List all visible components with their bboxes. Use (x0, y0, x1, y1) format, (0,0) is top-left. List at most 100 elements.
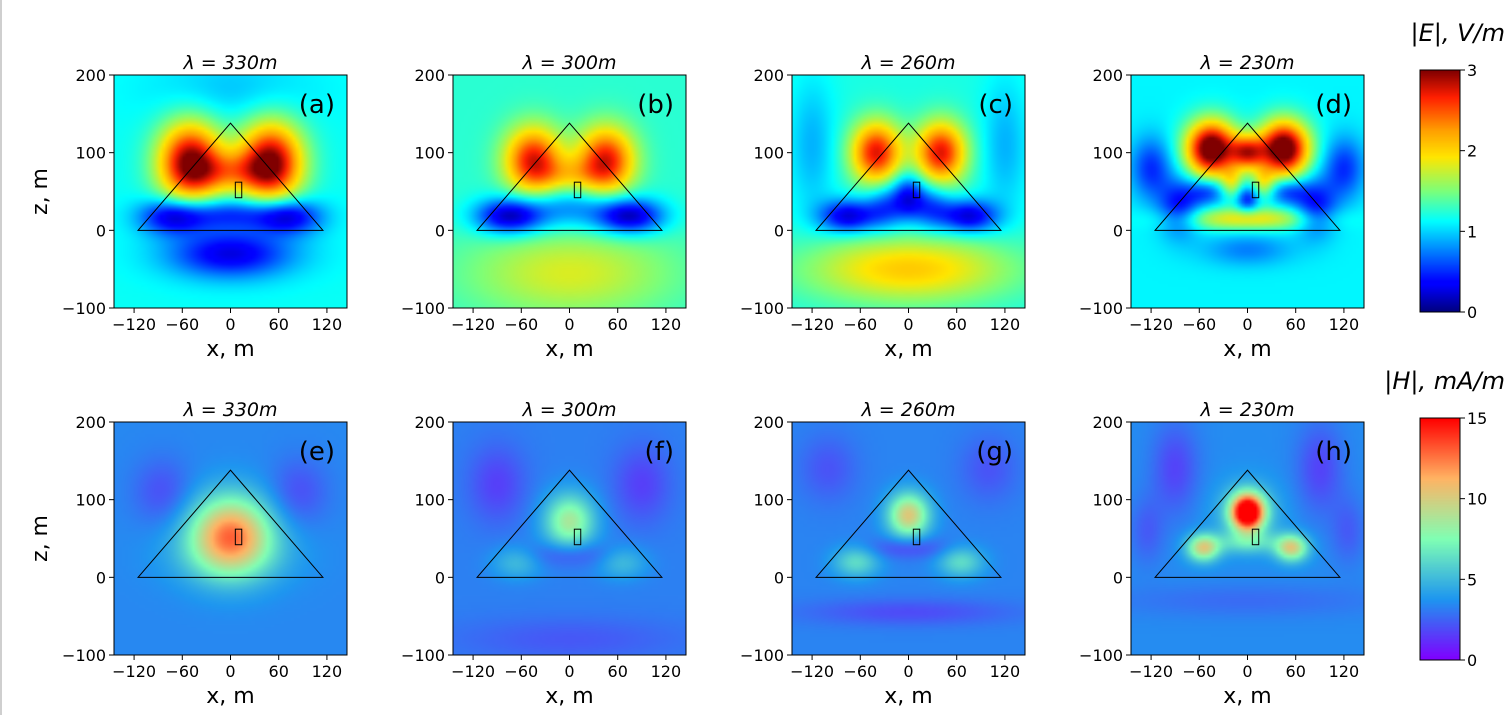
x-tick-label: −60 (504, 315, 538, 334)
heatmap-image (792, 422, 1025, 655)
chamber-box (912, 528, 921, 546)
x-tick-label: −120 (451, 315, 495, 334)
x-axis-label: x, m (1223, 337, 1271, 362)
y-axis-label: z, m (28, 168, 53, 215)
panel-label: (b) (637, 90, 674, 120)
x-tick-label: 0 (564, 315, 574, 334)
colorbar-tick-label: 10 (1467, 490, 1487, 509)
y-tick-label: 200 (753, 66, 784, 85)
pyramid-outline (815, 122, 1002, 231)
x-tick-label: 60 (947, 662, 967, 681)
y-tick-label: 0 (435, 568, 445, 587)
y-tick-label: 200 (1092, 413, 1123, 432)
heatmap-image (1131, 422, 1364, 655)
y-tick-label: −100 (740, 299, 784, 318)
x-tick-label: 0 (1242, 662, 1252, 681)
y-tick-label: 100 (75, 144, 106, 163)
x-tick-label: 60 (269, 662, 289, 681)
x-axis-label: x, m (206, 684, 254, 709)
x-tick-label: 120 (651, 662, 682, 681)
y-tick-label: 100 (414, 144, 445, 163)
panel-title: λ = 230m (1199, 399, 1294, 421)
y-tick-label: −100 (740, 646, 784, 665)
y-tick-label: −100 (1079, 299, 1123, 318)
x-tick-label: 0 (225, 662, 235, 681)
x-tick-label: 60 (947, 315, 967, 334)
panel-title: λ = 260m (860, 399, 955, 421)
y-tick-label: 200 (414, 413, 445, 432)
heatmap-image (114, 422, 347, 655)
y-tick-label: 0 (96, 221, 106, 240)
x-tick-label: −120 (790, 315, 834, 334)
x-axis-label: x, m (545, 684, 593, 709)
colorbar-title: |E|, V/m (1411, 19, 1505, 47)
y-tick-label: 0 (1113, 221, 1123, 240)
y-tick-label: 100 (753, 144, 784, 163)
panel-e: −120 −60 0 60 120 −100 0 100 200 λ = 330m (e) x, m z… (28, 399, 348, 709)
pyramid-outline (476, 122, 663, 231)
pyramid-outline (137, 469, 324, 578)
chamber-box (234, 181, 243, 199)
y-tick-label: 0 (774, 221, 784, 240)
x-tick-label: −60 (165, 315, 199, 334)
panel-a: −120 −60 0 60 120 −100 0 100 200 λ = 330m (a) x, m z… (28, 52, 348, 362)
panel-title: λ = 260m (860, 52, 955, 74)
x-tick-label: 60 (608, 662, 628, 681)
x-tick-label: 120 (651, 315, 682, 334)
panel-label: (g) (976, 437, 1013, 467)
panel-d: −120 −60 0 60 120 −100 0 100 200 λ = 230m (d) x, m (1079, 52, 1365, 362)
x-tick-label: −60 (843, 315, 877, 334)
y-tick-label: −100 (62, 646, 106, 665)
chamber-box (234, 528, 243, 546)
x-tick-label: −120 (1129, 662, 1173, 681)
x-tick-label: −60 (165, 662, 199, 681)
x-tick-label: 120 (312, 315, 343, 334)
heatmap-image (114, 75, 347, 308)
colorbar-gradient (1420, 418, 1460, 660)
x-axis-label: x, m (1223, 684, 1271, 709)
panel-title: λ = 330m (182, 52, 277, 74)
x-tick-label: −120 (1129, 315, 1173, 334)
heatmap-image (453, 75, 686, 308)
panel-title: λ = 300m (521, 52, 616, 74)
y-tick-label: −100 (1079, 646, 1123, 665)
x-tick-label: 0 (1242, 315, 1252, 334)
y-tick-label: 100 (1092, 491, 1123, 510)
x-tick-label: −60 (1182, 315, 1216, 334)
chamber-box (912, 181, 921, 199)
x-tick-label: 0 (564, 662, 574, 681)
heatmap-image (792, 75, 1025, 308)
x-tick-label: 120 (312, 662, 343, 681)
colorbar-frame (1419, 69, 1461, 313)
heatmap-image (453, 422, 686, 655)
x-tick-label: 120 (1329, 662, 1360, 681)
panel-b: −120 −60 0 60 120 −100 0 100 200 λ = 300m (b) x, m (401, 52, 687, 362)
y-tick-label: 0 (774, 568, 784, 587)
panel-title: λ = 330m (182, 399, 277, 421)
y-axis-label: z, m (28, 515, 53, 562)
y-tick-label: −100 (401, 299, 445, 318)
x-tick-label: −60 (504, 662, 538, 681)
colorbar-frame (1419, 417, 1461, 661)
y-tick-label: 200 (75, 66, 106, 85)
y-tick-label: 0 (96, 568, 106, 587)
y-tick-label: 100 (1092, 144, 1123, 163)
panel-g: −120 −60 0 60 120 −100 0 100 200 λ = 260m (g) x, m (740, 399, 1026, 709)
x-tick-label: 0 (225, 315, 235, 334)
x-axis-label: x, m (884, 684, 932, 709)
y-tick-label: 100 (414, 491, 445, 510)
colorbar-tick-label: 15 (1467, 409, 1487, 428)
pyramid-outline (815, 469, 1002, 578)
y-tick-label: 200 (753, 413, 784, 432)
panel-c: −120 −60 0 60 120 −100 0 100 200 λ = 260m (c) x, m (740, 52, 1026, 362)
panel-title: λ = 230m (1199, 52, 1294, 74)
y-tick-label: 100 (753, 491, 784, 510)
panel-label: (h) (1315, 437, 1352, 467)
left-edge-line (0, 0, 2, 715)
panel-label: (c) (978, 90, 1013, 120)
pyramid-outline (476, 469, 663, 578)
colorbar-tick-label: 0 (1467, 303, 1477, 322)
x-tick-label: 120 (1329, 315, 1360, 334)
y-tick-label: 0 (435, 221, 445, 240)
